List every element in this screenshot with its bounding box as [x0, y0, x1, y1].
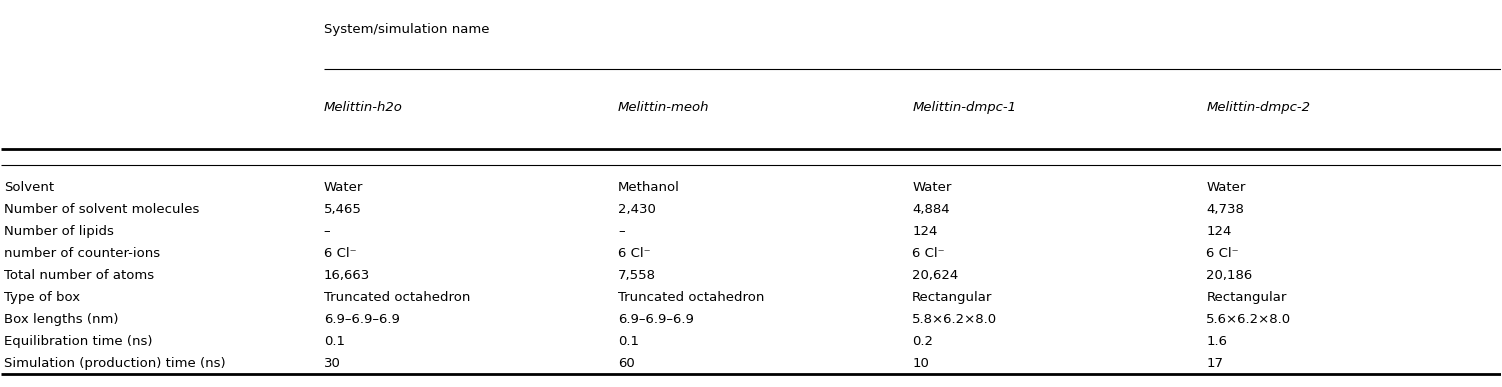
Text: Water: Water: [324, 181, 363, 194]
Text: –: –: [324, 225, 330, 238]
Text: 0.1: 0.1: [324, 335, 345, 348]
Text: Methanol: Methanol: [617, 181, 680, 194]
Text: Number of solvent molecules: Number of solvent molecules: [5, 203, 200, 216]
Text: Melittin-meoh: Melittin-meoh: [617, 101, 709, 113]
Text: 6.9–6.9–6.9: 6.9–6.9–6.9: [617, 313, 694, 325]
Text: 20,186: 20,186: [1206, 269, 1253, 282]
Text: 6 Cl⁻: 6 Cl⁻: [1206, 247, 1239, 260]
Text: Water: Water: [1206, 181, 1245, 194]
Text: Water: Water: [912, 181, 952, 194]
Text: 6 Cl⁻: 6 Cl⁻: [324, 247, 356, 260]
Text: 5.8×6.2×8.0: 5.8×6.2×8.0: [912, 313, 997, 325]
Text: 4,738: 4,738: [1206, 203, 1244, 216]
Text: Melittin-h2o: Melittin-h2o: [324, 101, 403, 113]
Text: Rectangular: Rectangular: [912, 291, 993, 304]
Text: Truncated octahedron: Truncated octahedron: [324, 291, 470, 304]
Text: 16,663: 16,663: [324, 269, 369, 282]
Text: Type of box: Type of box: [5, 291, 81, 304]
Text: 1.6: 1.6: [1206, 335, 1227, 348]
Text: Melittin-dmpc-2: Melittin-dmpc-2: [1206, 101, 1310, 113]
Text: 60: 60: [617, 356, 635, 370]
Text: 6 Cl⁻: 6 Cl⁻: [617, 247, 650, 260]
Text: Solvent: Solvent: [5, 181, 54, 194]
Text: Simulation (production) time (ns): Simulation (production) time (ns): [5, 356, 225, 370]
Text: 17: 17: [1206, 356, 1224, 370]
Text: number of counter-ions: number of counter-ions: [5, 247, 161, 260]
Text: 4,884: 4,884: [912, 203, 949, 216]
Text: 124: 124: [1206, 225, 1232, 238]
Text: Number of lipids: Number of lipids: [5, 225, 114, 238]
Text: Rectangular: Rectangular: [1206, 291, 1287, 304]
Text: 10: 10: [912, 356, 930, 370]
Text: 124: 124: [912, 225, 937, 238]
Text: Box lengths (nm): Box lengths (nm): [5, 313, 119, 325]
Text: Equilibration time (ns): Equilibration time (ns): [5, 335, 153, 348]
Text: 7,558: 7,558: [617, 269, 656, 282]
Text: 5,465: 5,465: [324, 203, 362, 216]
Text: Truncated octahedron: Truncated octahedron: [617, 291, 765, 304]
Text: 30: 30: [324, 356, 341, 370]
Text: Melittin-dmpc-1: Melittin-dmpc-1: [912, 101, 1017, 113]
Text: 6.9–6.9–6.9: 6.9–6.9–6.9: [324, 313, 400, 325]
Text: 6 Cl⁻: 6 Cl⁻: [912, 247, 945, 260]
Text: 0.2: 0.2: [912, 335, 933, 348]
Text: 5.6×6.2×8.0: 5.6×6.2×8.0: [1206, 313, 1292, 325]
Text: Total number of atoms: Total number of atoms: [5, 269, 155, 282]
Text: 0.1: 0.1: [617, 335, 638, 348]
Text: 2,430: 2,430: [617, 203, 656, 216]
Text: –: –: [617, 225, 625, 238]
Text: 20,624: 20,624: [912, 269, 958, 282]
Text: System/simulation name: System/simulation name: [324, 23, 490, 36]
